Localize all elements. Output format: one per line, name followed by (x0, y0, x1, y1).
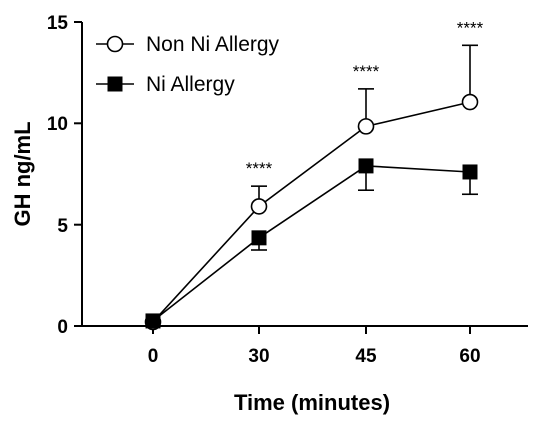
series-line (152, 165, 471, 322)
significance-label: **** (457, 18, 484, 37)
legend-open-circle-marker (106, 35, 124, 53)
y-tick-label-15: 15 (47, 13, 69, 34)
legend-item-ni-allergy: Ni Allergy (96, 73, 235, 96)
legend-item-non-ni-allergy: Non Ni Allergy (96, 33, 280, 56)
data-point (251, 230, 267, 246)
y-tick-label-5: 5 (57, 216, 68, 237)
legend-label: Non Ni Allergy (146, 33, 280, 56)
x-axis-title: Time (minutes) (234, 390, 390, 415)
y-axis: 15 10 5 0 (47, 13, 83, 338)
series-ni-allergy (145, 158, 478, 329)
significance-annotations: **** **** **** (246, 18, 484, 178)
legend-label: Ni Allergy (146, 73, 235, 96)
y-tick-label-0: 0 (57, 317, 68, 338)
legend: Non Ni Allergy Ni Allergy (96, 33, 280, 96)
series-line (152, 101, 471, 323)
legend-filled-square-marker (107, 76, 123, 92)
significance-label: **** (246, 159, 273, 178)
x-tick-label-60: 60 (459, 346, 480, 367)
series-layer (144, 44, 479, 331)
y-ticks (74, 21, 82, 327)
y-axis-title: GH ng/mL (10, 121, 35, 226)
x-tick-label-0: 0 (148, 346, 159, 367)
data-point (145, 313, 161, 329)
data-point (357, 118, 375, 135)
x-tick-label-30: 30 (248, 346, 269, 367)
x-tick-label-45: 45 (355, 346, 377, 367)
data-point (462, 164, 478, 180)
data-point (358, 158, 374, 174)
significance-label: **** (353, 62, 380, 81)
data-point (250, 198, 268, 215)
x-ticks (152, 326, 471, 334)
x-axis: 0 30 45 60 (82, 325, 528, 367)
data-point (461, 93, 479, 111)
y-tick-label-10: 10 (47, 114, 68, 135)
